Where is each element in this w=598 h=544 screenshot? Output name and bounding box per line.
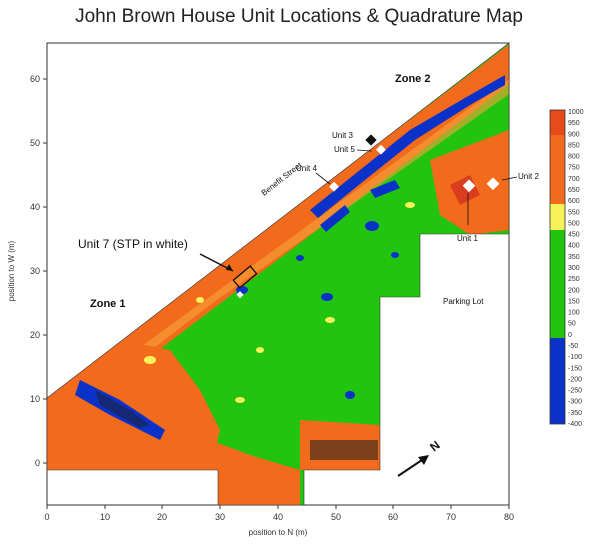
x-tick-label: 80: [504, 512, 514, 522]
color-scale-value: 400: [568, 243, 580, 250]
unit-3-label: Unit 3: [332, 131, 353, 140]
zone1-anomaly: [47, 340, 220, 470]
x-tick-label: 0: [44, 512, 49, 522]
color-scale-value: 750: [568, 165, 580, 172]
y-tick-label: 60: [30, 74, 40, 84]
unit-4-label: Unit 4: [296, 164, 317, 173]
color-scale-value: -400: [568, 421, 582, 428]
color-scale-value: 950: [568, 120, 580, 127]
color-scale-value: 900: [568, 131, 580, 138]
south-anomaly: [210, 440, 300, 505]
parking-lot-label: Parking Lot: [443, 297, 484, 306]
x-axis: 0 10 20 30 40 50 60 70 80 position to N …: [44, 505, 514, 537]
x-tick-label: 50: [331, 512, 341, 522]
unit-5-marker: [376, 144, 386, 155]
unit-3-marker: [365, 134, 377, 146]
y-tick-label: 30: [30, 266, 40, 276]
color-scale-value: 300: [568, 265, 580, 272]
color-scale-value: 150: [568, 298, 580, 305]
color-scale-value: 700: [568, 176, 580, 183]
y-axis: 0 10 20 30 40 50 60 position to W (m): [7, 74, 47, 468]
color-scale-value: -300: [568, 399, 582, 406]
color-scale-value: 350: [568, 254, 580, 261]
unit-7-marker: [232, 265, 258, 289]
color-scale-value: 50: [568, 321, 576, 328]
color-scale-value: 250: [568, 276, 580, 283]
x-tick-label: 10: [100, 512, 110, 522]
color-scale-labels: 1000950900850800750700650600550500450400…: [568, 109, 584, 428]
unit-5-label: Unit 5: [334, 145, 355, 154]
north-arrow: [397, 457, 426, 477]
y-tick-label: 50: [30, 138, 40, 148]
unit-4-marker: [329, 181, 339, 192]
unit-7-label: Unit 7 (STP in white): [78, 237, 188, 251]
color-scale-value: 500: [568, 220, 580, 227]
unit-2-label: Unit 2: [518, 172, 539, 181]
y-tick-label: 10: [30, 394, 40, 404]
color-scale-value: -350: [568, 410, 582, 417]
zone-2-label: Zone 2: [395, 73, 430, 85]
color-scale-value: 800: [568, 154, 580, 161]
color-scale-value: 550: [568, 209, 580, 216]
color-scale-value: 850: [568, 142, 580, 149]
color-scale-bar: [549, 109, 566, 425]
color-scale-value: -50: [568, 343, 578, 350]
y-tick-label: 40: [30, 202, 40, 212]
y-tick-label: 0: [35, 458, 40, 468]
color-scale-value: 200: [568, 287, 580, 294]
unit-2-marker: [486, 177, 500, 191]
color-scale-value: 650: [568, 187, 580, 194]
zone-1-label: Zone 1: [90, 298, 125, 310]
x-tick-label: 30: [215, 512, 225, 522]
unit-1-label: Unit 1: [457, 234, 478, 243]
y-tick-label: 20: [30, 330, 40, 340]
color-scale-value: 600: [568, 198, 580, 205]
stp-marker: [236, 291, 244, 299]
y-axis-label: position to W (m): [7, 240, 16, 301]
x-axis-label: position to N (m): [249, 528, 308, 537]
color-scale-value: 0: [568, 332, 572, 339]
map-title: John Brown House Unit Locations & Quadra…: [75, 6, 523, 27]
x-tick-label: 70: [446, 512, 456, 522]
x-tick-label: 20: [157, 512, 167, 522]
color-scale-value: 1000: [568, 109, 584, 116]
x-tick-label: 60: [388, 512, 398, 522]
color-scale-value: -250: [568, 388, 582, 395]
color-scale-value: -150: [568, 365, 582, 372]
color-scale-value: -200: [568, 376, 582, 383]
color-scale-value: 450: [568, 232, 580, 239]
unit-1-marker: [462, 179, 476, 193]
color-scale-value: 100: [568, 310, 580, 317]
x-tick-label: 40: [273, 512, 283, 522]
street-negative-band: [310, 75, 505, 218]
color-scale-value: -100: [568, 354, 582, 361]
